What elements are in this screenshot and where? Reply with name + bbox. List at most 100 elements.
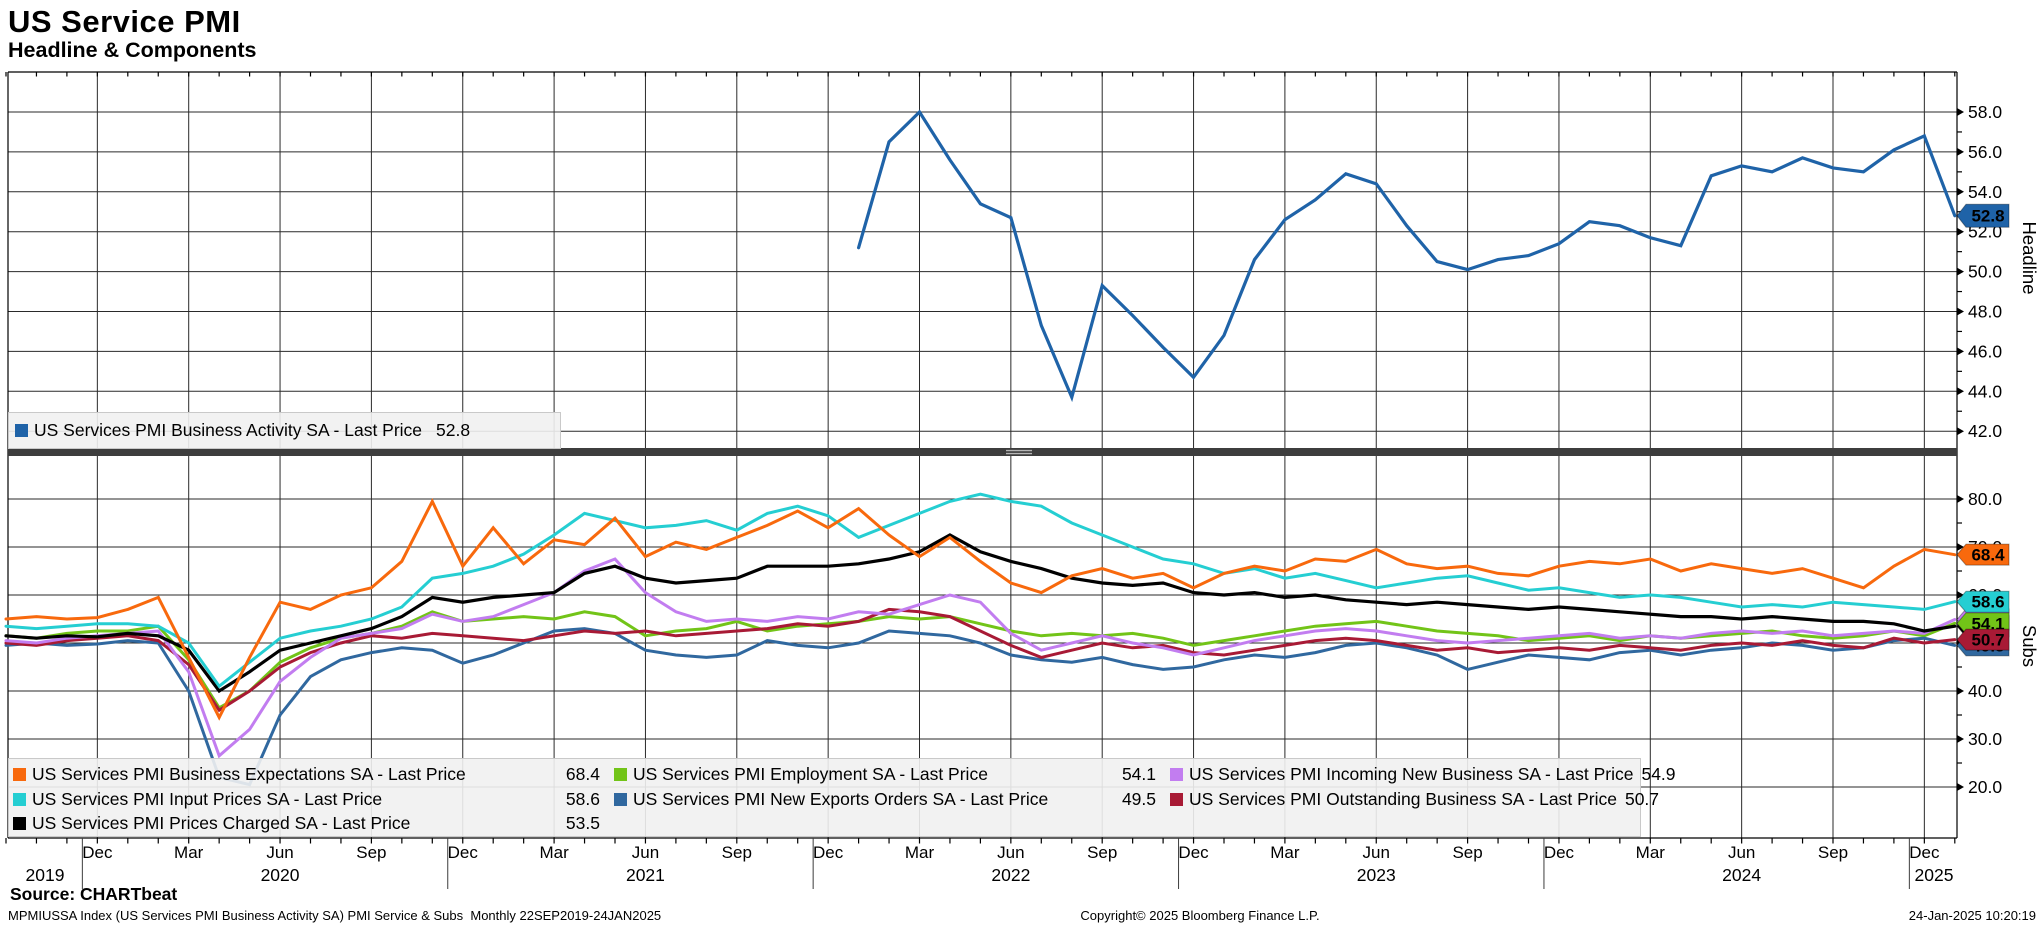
legend-label: US Services PMI New Exports Orders SA - … (632, 789, 1049, 809)
legend-column-2: US Services PMI Employment SA - Last Pri… (613, 762, 1156, 836)
legend-label: US Services PMI Incoming New Business SA… (1189, 764, 1634, 784)
axis-tick-arrow (1957, 543, 1964, 551)
y-tick-label: 46.0 (1968, 341, 2002, 361)
legend-item-business_expectations[interactable]: US Services PMI Business Expectations SA… (13, 762, 600, 787)
legend-label: US Services PMI Business Expectations SA… (32, 763, 466, 784)
x-tick-label: Sep (1452, 843, 1482, 862)
line-input_prices (4, 492, 1957, 689)
year-label: 2021 (626, 865, 665, 885)
x-tick-label: Mar (1636, 843, 1666, 862)
y-tick-label: 56.0 (1968, 142, 2002, 162)
line-employment (4, 610, 1957, 710)
legend-last-price: 52.8 (436, 420, 471, 440)
legend-item-employment[interactable]: US Services PMI Employment SA - Last Pri… (613, 762, 1156, 787)
y-tick-label: 40.0 (1968, 681, 2002, 701)
subs-axis-title: Subs (2019, 625, 2040, 667)
legend-swatch-business_activity (15, 424, 28, 437)
panel-separator[interactable] (8, 448, 1957, 456)
x-tick-label: Dec (82, 843, 113, 862)
x-tick-label: Mar (1270, 843, 1300, 862)
legend-column-1: US Services PMI Business Expectations SA… (13, 762, 600, 836)
axis-tick-arrow (1957, 347, 1964, 356)
year-label: 2019 (26, 865, 65, 885)
copyright-label: Copyright© 2025 Bloomberg Finance L.P. (1080, 908, 1320, 923)
legend-last-price: 54.9 (1641, 764, 1676, 784)
legend-label: US Services PMI Outstanding Business SA … (1189, 789, 1617, 809)
legend-item-business_activity[interactable]: US Services PMI Business Activity SA - L… (15, 418, 470, 443)
legend-last-price: 53.5 (565, 813, 600, 834)
x-tick-label: Sep (722, 843, 752, 862)
axis-tick-arrow (1957, 495, 1964, 503)
axis-tick-arrow (1957, 427, 1964, 436)
legend-column-3: US Services PMI Incoming New Business SA… (1170, 762, 1676, 836)
legend-swatch-input_prices (13, 792, 26, 806)
year-label: 2022 (991, 865, 1030, 885)
line-incoming_new_business (4, 557, 1957, 759)
axis-tick-arrow (1957, 147, 1964, 156)
x-tick-label: Dec (1544, 843, 1575, 862)
legend-item-input_prices[interactable]: US Services PMI Input Prices SA - Last P… (13, 787, 600, 812)
ticker-meta-line: MPMIUSSA Index (US Services PMI Business… (8, 908, 662, 923)
year-label: 2023 (1357, 865, 1396, 885)
line-prices_charged (4, 533, 1957, 694)
axis-tick-arrow (1957, 187, 1964, 196)
axis-tick-arrow (1957, 387, 1964, 396)
x-tick-label: Jun (266, 843, 293, 862)
page-title: US Service PMI (8, 4, 241, 39)
line-business_expectations (4, 497, 1957, 721)
legend-label: US Services PMI Prices Charged SA - Last… (32, 813, 411, 834)
legend-swatch-new_exports_orders (613, 793, 627, 806)
year-label: 2024 (1722, 865, 1761, 885)
axis-tick-arrow (1957, 735, 1964, 743)
x-tick-label: Dec (1178, 843, 1209, 862)
x-tick-label: Jun (1728, 843, 1755, 862)
year-label: 2020 (261, 865, 300, 885)
x-tick-label: Sep (1087, 843, 1117, 862)
last-price-badge (1956, 543, 2010, 566)
axis-tick-arrow (1957, 783, 1964, 791)
legend-item-prices_charged[interactable]: US Services PMI Prices Charged SA - Last… (13, 811, 600, 836)
legend-swatch-incoming_new_business (1170, 768, 1183, 781)
legend-last-price: 54.1 (1121, 764, 1156, 784)
last-price-badge-value: 58.6 (1971, 593, 2004, 612)
headline-legend[interactable]: US Services PMI Business Activity SA - L… (8, 412, 561, 449)
x-tick-label: Mar (539, 843, 569, 862)
last-price-badge-value: 68.4 (1971, 546, 2005, 565)
x-tick-label: Dec (813, 843, 844, 862)
subs-legend[interactable]: US Services PMI Business Expectations SA… (8, 758, 1676, 837)
line-business_activity (857, 109, 1957, 403)
last-price-badge (1956, 628, 2010, 651)
legend-swatch-employment (613, 768, 627, 781)
source-label: Source: CHARTbeat (10, 884, 178, 904)
y-tick-label: 58.0 (1968, 102, 2002, 122)
timestamp-label: 24-Jan-2025 10:20:19 (1908, 908, 2036, 923)
y-tick-label: 48.0 (1968, 302, 2002, 322)
legend-label: US Services PMI Input Prices SA - Last P… (32, 788, 383, 809)
y-tick-label: 50.0 (1968, 262, 2002, 282)
page-subtitle: Headline & Components (8, 38, 257, 62)
y-tick-label: 30.0 (1968, 729, 2002, 749)
x-tick-label: Jun (997, 843, 1024, 862)
y-tick-label: 20.0 (1968, 777, 2002, 797)
axis-tick-arrow (1957, 267, 1964, 276)
legend-last-price: 50.7 (1624, 789, 1660, 809)
legend-swatch-outstanding_business (1170, 793, 1183, 806)
x-tick-label: Sep (1818, 843, 1848, 862)
x-tick-label: Dec (448, 843, 479, 862)
last-price-badge (1956, 590, 2010, 613)
x-tick-label: Dec (1909, 843, 1940, 862)
y-tick-label: 44.0 (1968, 381, 2002, 401)
axis-tick-arrow (1957, 591, 1964, 599)
headline-panel-plot[interactable] (8, 72, 1957, 448)
line-new_exports_orders (4, 627, 1957, 787)
legend-item-incoming_new_business[interactable]: US Services PMI Incoming New Business SA… (1170, 762, 1676, 787)
legend-item-new_exports_orders[interactable]: US Services PMI New Exports Orders SA - … (613, 787, 1156, 812)
legend-item-outstanding_business[interactable]: US Services PMI Outstanding Business SA … (1170, 787, 1659, 812)
year-label: 2025 (1915, 865, 1954, 885)
y-tick-label: 54.0 (1968, 182, 2002, 202)
x-tick-label: Jun (632, 843, 659, 862)
legend-swatch-business_expectations (13, 767, 26, 781)
x-tick-label: Jun (1363, 843, 1390, 862)
axis-tick-arrow (1957, 227, 1964, 236)
